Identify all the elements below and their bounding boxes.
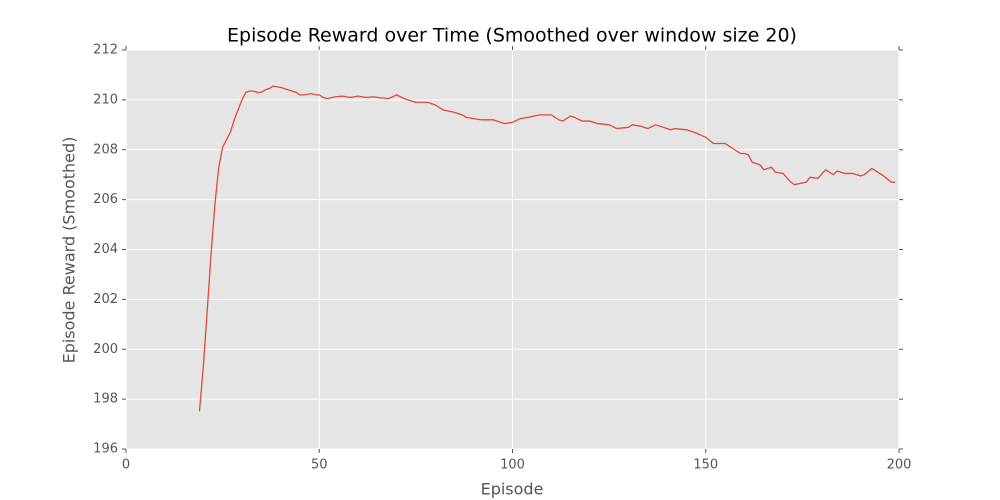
y-tick-label: 208 (93, 142, 118, 157)
marks (198, 85, 896, 412)
y-tick-label: 210 (93, 92, 118, 107)
data-line (198, 85, 896, 412)
y-tick-label: 198 (93, 392, 118, 407)
chart-title: Episode Reward over Time (Smoothed over … (227, 25, 797, 47)
y-tick-label: 204 (93, 242, 118, 257)
x-tick-label: 200 (887, 458, 912, 473)
y-tick-label: 202 (93, 292, 118, 307)
y-tick-label: 206 (93, 192, 118, 207)
y-tick-label: 196 (93, 442, 118, 457)
y-tick-label: 212 (93, 43, 118, 58)
y-axis-label: Episode Reward (Smoothed) (60, 137, 79, 364)
x-tick-label: 150 (693, 458, 718, 473)
x-tick-label: 50 (311, 458, 328, 473)
y-tick-label: 200 (93, 342, 118, 357)
x-tick-label: 0 (122, 458, 130, 473)
x-tick-label: 100 (500, 458, 525, 473)
x-axis-label: Episode (481, 480, 544, 499)
